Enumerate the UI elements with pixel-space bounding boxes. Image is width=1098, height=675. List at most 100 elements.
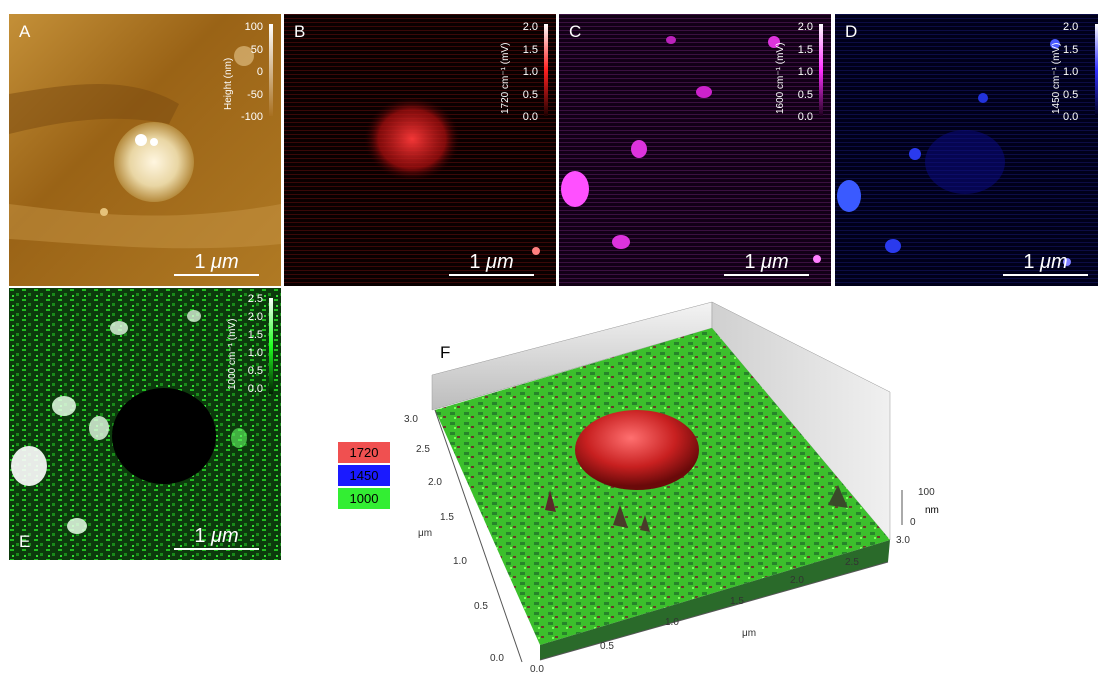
scale-bar-unit: μm (486, 251, 514, 273)
colorbar-tick: 1.0 (1063, 66, 1079, 78)
panel-d-1450-map: D 2.0 1.5 1.0 0.5 0.0 1450 cm⁻¹ (mV) 1 μ… (835, 14, 1098, 286)
panel-c-1600-map: C 2.0 1.5 1.0 0.5 0.0 1600 cm⁻¹ (mV) 1 μ… (559, 14, 831, 286)
1720-colorbar-title: 1720 cm⁻¹ (mV) (500, 42, 511, 114)
colorbar-tick: 1.0 (522, 66, 538, 78)
scale-bar: 1 μm (174, 251, 259, 276)
colorbar-tick: 0.0 (522, 111, 538, 123)
back-wall-right (711, 301, 891, 541)
y-axis-line (434, 409, 523, 663)
colorbar-tick: 0.0 (1063, 111, 1079, 123)
1000-colorbar-ticks: 2.5 2.0 1.5 1.0 0.5 0.0 (248, 292, 263, 400)
legend-item-1720: 1720 (338, 442, 390, 463)
scale-bar-value: 1 (469, 251, 481, 273)
scale-bar-value: 1 (194, 251, 206, 273)
1600-colorbar (819, 24, 823, 116)
1600-colorbar-title: 1600 cm⁻¹ (mV) (775, 42, 786, 114)
colorbar-tick: 0 (256, 66, 263, 78)
colorbar-tick: 0.5 (522, 88, 538, 101)
ir-map-1600-image (559, 14, 831, 286)
y-axis-tick: 2.0 (428, 477, 442, 488)
colorbar-tick: 1.5 (797, 43, 813, 56)
y-axis-tick: 1.0 (453, 556, 467, 567)
x-axis-tick: 0.0 (530, 664, 544, 675)
colorbar-tick: -100 (240, 111, 263, 123)
panel-b-1720-map: B 2.0 1.5 1.0 0.5 0.0 1720 cm⁻¹ (mV) 1 μ… (284, 14, 556, 286)
colorbar-tick: 2.0 (247, 311, 263, 323)
1600-colorbar-ticks: 2.0 1.5 1.0 0.5 0.0 (798, 20, 813, 133)
scale-bar-unit: μm (761, 251, 789, 273)
back-wall-left (431, 301, 713, 411)
1450-colorbar (1095, 24, 1098, 116)
scale-bar-value: 1 (1023, 251, 1035, 273)
scale-bar: 1 μm (724, 251, 809, 276)
scale-bar: 1 μm (174, 525, 259, 550)
z-axis-label: nm (925, 505, 939, 516)
z-axis-tick: 100 (918, 487, 935, 498)
colorbar-tick: -50 (247, 88, 263, 101)
colorbar-tick: 50 (250, 43, 263, 56)
colorbar-tick: 1.0 (797, 66, 813, 78)
colorbar-tick: 1.0 (247, 347, 263, 359)
legend-item-1450: 1450 (338, 465, 390, 486)
panel-c-label: C (569, 22, 582, 41)
panel-e-label: E (19, 532, 31, 551)
colorbar-tick: 0.5 (797, 88, 813, 101)
colorbar-tick: 2.5 (247, 293, 263, 305)
x-axis-tick: 2.0 (790, 575, 804, 586)
x-axis-label: μm (742, 628, 757, 639)
y-axis-tick: 3.0 (404, 414, 418, 425)
scale-bar-unit: μm (211, 251, 239, 273)
scale-bar-value: 1 (744, 251, 756, 273)
ir-map-1000-image (9, 288, 281, 560)
colorbar-tick: 0.5 (1063, 88, 1079, 101)
1450-colorbar-title: 1450 cm⁻¹ (mV) (1051, 42, 1062, 114)
surface-spike (640, 515, 650, 532)
legend-item-1000: 1000 (338, 488, 390, 509)
height-colorbar (269, 24, 273, 116)
colorbar-tick: 0.5 (247, 365, 263, 377)
surface-spike (613, 505, 628, 528)
scale-bar-unit: μm (211, 525, 239, 547)
colorbar-tick: 1.5 (247, 329, 263, 341)
colorbar-tick: 1.5 (1063, 43, 1079, 56)
x-axis-tick: 1.5 (730, 596, 744, 607)
height-map-image (9, 14, 281, 286)
scale-bar: 1 μm (449, 251, 534, 276)
height-colorbar-ticks: 100 50 0 -50 -100 (241, 20, 263, 133)
surface-front-edge (540, 540, 890, 660)
ir-map-1450-image (835, 14, 1098, 286)
y-axis-tick: 0.0 (490, 653, 504, 664)
1450-colorbar-ticks: 2.0 1.5 1.0 0.5 0.0 (1063, 20, 1078, 133)
1720-colorbar-ticks: 2.0 1.5 1.0 0.5 0.0 (523, 20, 538, 133)
surface-spike (545, 490, 556, 512)
scale-bar: 1 μm (1003, 251, 1088, 276)
colorbar-tick: 2.0 (1063, 21, 1079, 33)
x-axis-tick: 2.5 (845, 557, 859, 568)
x-axis-tick: 0.5 (600, 641, 614, 652)
panel-f-label: F (440, 343, 451, 362)
surface-spike (828, 485, 848, 508)
y-axis-tick: 2.5 (416, 444, 430, 455)
colorbar-tick: 1.5 (522, 43, 538, 56)
panel-b-label: B (294, 22, 306, 41)
x-axis-tick: 1.0 (665, 617, 679, 628)
1000-colorbar (269, 298, 273, 394)
colorbar-tick: 0.0 (797, 111, 813, 123)
z-axis-tick: 0 (910, 517, 916, 528)
scale-bar-unit: μm (1040, 251, 1068, 273)
y-axis-tick: 0.5 (474, 601, 488, 612)
ir-map-1720-image (284, 14, 556, 286)
y-axis-tick: 1.5 (440, 512, 454, 523)
panel-a-label: A (19, 22, 31, 41)
colorbar-tick: 2.0 (522, 21, 538, 33)
panel-e-1000-map: E 2.5 2.0 1.5 1.0 0.5 0.0 1000 cm⁻¹ (mV)… (9, 288, 281, 560)
surface-top (435, 328, 890, 645)
1000-colorbar-title: 1000 cm⁻¹ (mV) (227, 318, 238, 390)
particle-dome (575, 410, 699, 490)
colorbar-tick: 2.0 (797, 21, 813, 33)
scale-bar-value: 1 (194, 525, 206, 547)
1720-colorbar (544, 24, 548, 116)
panel-d-label: D (845, 22, 858, 41)
height-colorbar-title: Height (nm) (223, 57, 234, 110)
x-axis-tick: 3.0 (896, 535, 910, 546)
